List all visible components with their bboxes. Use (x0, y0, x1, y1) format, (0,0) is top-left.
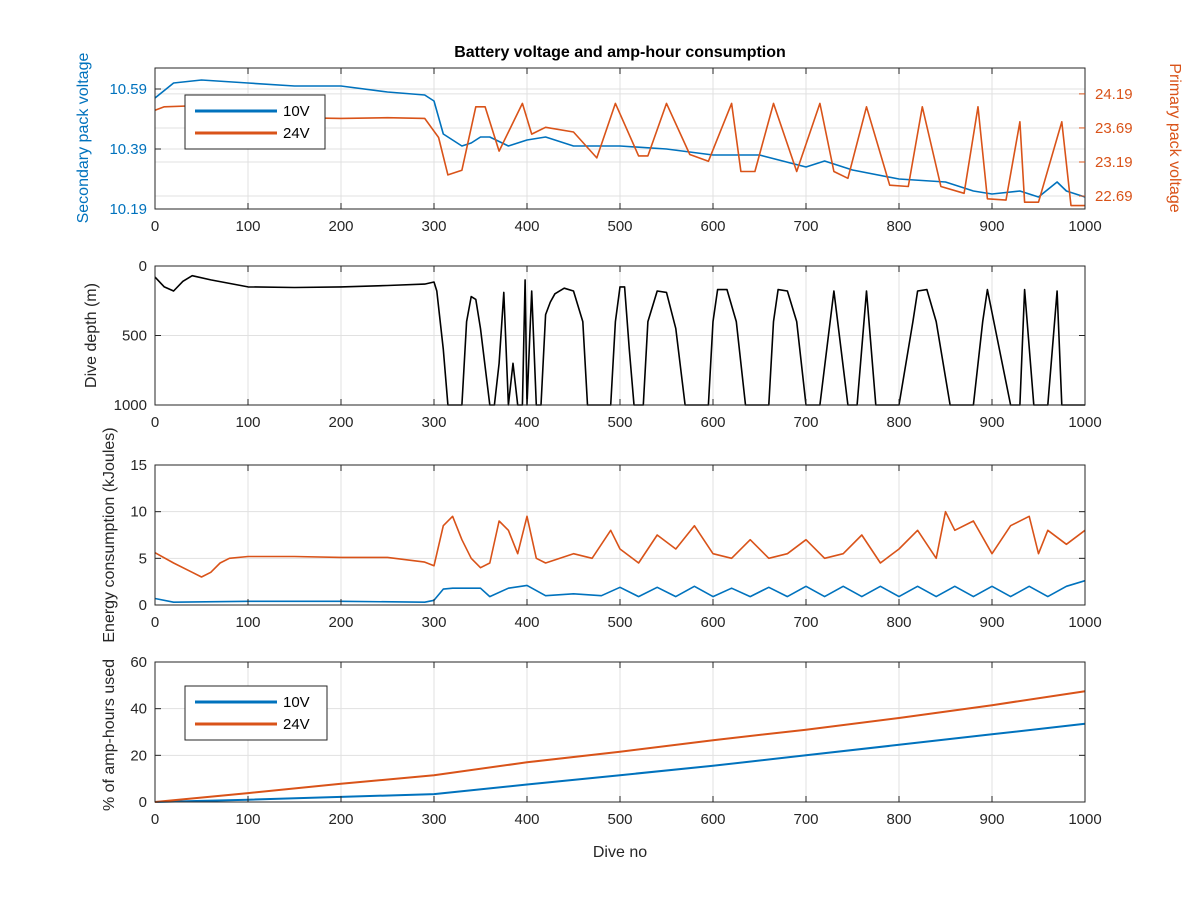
legend-label-24v: 24V (283, 716, 310, 733)
x-tick-label: 200 (328, 614, 353, 631)
x-tick-label: 1000 (1068, 811, 1101, 828)
x-tick-label: 0 (151, 414, 159, 431)
x-tick-label: 0 (151, 614, 159, 631)
x-tick-label: 100 (235, 811, 260, 828)
series-amphours-10v-line (154, 722, 1086, 803)
y-tick-label: 60 (130, 654, 147, 671)
x-tick-label: 800 (886, 614, 911, 631)
y-right-tick-label: 23.19 (1095, 154, 1133, 171)
x-tick-label: 800 (886, 218, 911, 235)
axes-layer (154, 67, 1086, 803)
y-tick-label: 10 (130, 504, 147, 521)
y-right-tick-label: 22.69 (1095, 188, 1133, 205)
y-axis-label: Energy consumption (kJoules) (101, 427, 118, 642)
x-tick-label: 1000 (1068, 614, 1101, 631)
x-tick-label: 400 (514, 811, 539, 828)
y-tick-label: 0 (139, 597, 147, 614)
x-tick-label: 100 (235, 414, 260, 431)
x-tick-label: 200 (328, 414, 353, 431)
y-tick-label: 0 (139, 794, 147, 811)
y-tick-label: 1000 (114, 397, 147, 414)
x-tick-label: 300 (421, 414, 446, 431)
x-tick-label: 700 (793, 614, 818, 631)
x-tick-label: 900 (979, 218, 1004, 235)
legend-layer: 10V 24V 10V 24V (184, 94, 328, 741)
text-layer: Battery voltage and amp-hour consumption… (75, 44, 1183, 861)
x-tick-label: 1000 (1068, 218, 1101, 235)
x-tick-label: 500 (607, 218, 632, 235)
y-tick-label: 500 (122, 328, 147, 345)
legend-box (184, 685, 328, 741)
x-tick-label: 200 (328, 811, 353, 828)
y-tick-label: 0 (139, 258, 147, 275)
y-axis-label: % of amp-hours used (101, 659, 118, 811)
x-axis-label: Dive no (593, 844, 647, 861)
x-tick-label: 0 (151, 811, 159, 828)
x-tick-label: 600 (700, 414, 725, 431)
x-tick-label: 900 (979, 614, 1004, 631)
x-tick-label: 1000 (1068, 414, 1101, 431)
x-tick-label: 700 (793, 414, 818, 431)
series-amphours-24v-line (154, 690, 1086, 803)
y-tick-label: 10.59 (109, 81, 147, 98)
y-tick-label: 15 (130, 457, 147, 474)
x-tick-label: 500 (607, 614, 632, 631)
x-tick-label: 700 (793, 811, 818, 828)
y-tick-label: 40 (130, 701, 147, 718)
y-axis-label: Dive depth (m) (83, 283, 100, 388)
y-axis-label: Secondary pack voltage (75, 53, 92, 224)
x-tick-label: 500 (607, 414, 632, 431)
legend-label-10v: 10V (283, 103, 310, 120)
legend-label-24v: 24V (283, 125, 310, 142)
x-tick-label: 600 (700, 218, 725, 235)
x-tick-label: 400 (514, 614, 539, 631)
x-tick-label: 800 (886, 811, 911, 828)
y-tick-label: 20 (130, 747, 147, 764)
y-tick-label: 10.39 (109, 141, 147, 158)
series-energy-b-line (154, 579, 1086, 604)
x-tick-label: 100 (235, 614, 260, 631)
series-energy-a-line (154, 510, 1086, 578)
x-tick-label: 400 (514, 218, 539, 235)
x-tick-label: 600 (700, 811, 725, 828)
x-tick-label: 500 (607, 811, 632, 828)
chart-title: Battery voltage and amp-hour consumption (454, 44, 786, 61)
y-tick-label: 10.19 (109, 201, 147, 218)
y-axis-label-right: Primary pack voltage (1166, 63, 1183, 212)
y-tick-label: 5 (139, 550, 147, 567)
x-tick-label: 700 (793, 218, 818, 235)
x-tick-label: 300 (421, 811, 446, 828)
y-right-tick-label: 24.19 (1095, 86, 1133, 103)
x-tick-label: 600 (700, 614, 725, 631)
x-tick-label: 200 (328, 218, 353, 235)
y-right-tick-label: 23.69 (1095, 120, 1133, 137)
series-voltage-24v-line (154, 102, 1085, 207)
x-tick-label: 400 (514, 414, 539, 431)
legend-box (184, 94, 326, 150)
x-tick-label: 300 (421, 614, 446, 631)
x-tick-label: 100 (235, 218, 260, 235)
x-tick-label: 800 (886, 414, 911, 431)
x-tick-label: 0 (151, 218, 159, 235)
x-tick-label: 300 (421, 218, 446, 235)
legend-label-10v: 10V (283, 694, 310, 711)
series-voltage-10v-line (154, 79, 1086, 198)
x-tick-label: 900 (979, 811, 1004, 828)
x-tick-label: 900 (979, 414, 1004, 431)
